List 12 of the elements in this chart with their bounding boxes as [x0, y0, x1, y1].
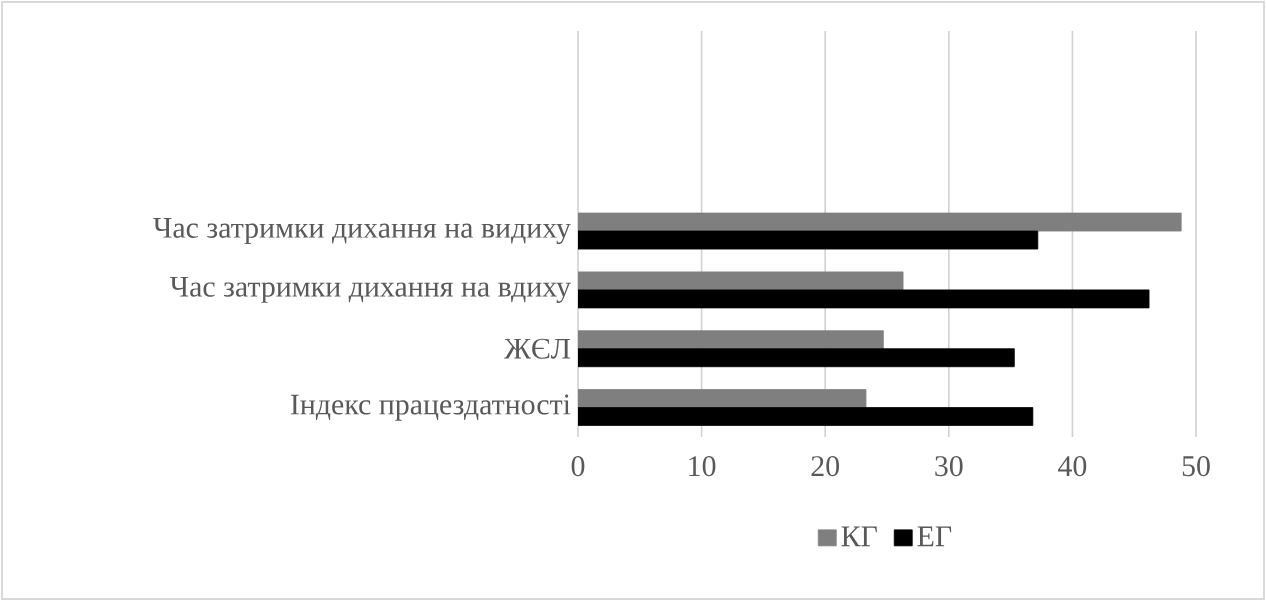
x-tick-label: 10 [689, 456, 716, 477]
legend-label: ЕГ [917, 526, 952, 547]
x-tick-label: 30 [935, 456, 963, 477]
y-tick-label: ЖЄЛ [504, 338, 571, 359]
y-tick-label: Час затримки дихання на видиху [153, 218, 571, 245]
x-tick-label: 20 [811, 456, 840, 477]
x-tick-label: 40 [1058, 456, 1087, 477]
legend-label: КГ [841, 526, 877, 547]
x-tick-label: 0 [571, 456, 585, 477]
y-tick-label: Індекс працездатності [290, 394, 571, 421]
x-tick-label: 50 [1182, 456, 1210, 477]
y-tick-label: Час затримки дихання на вдиху [170, 276, 571, 303]
